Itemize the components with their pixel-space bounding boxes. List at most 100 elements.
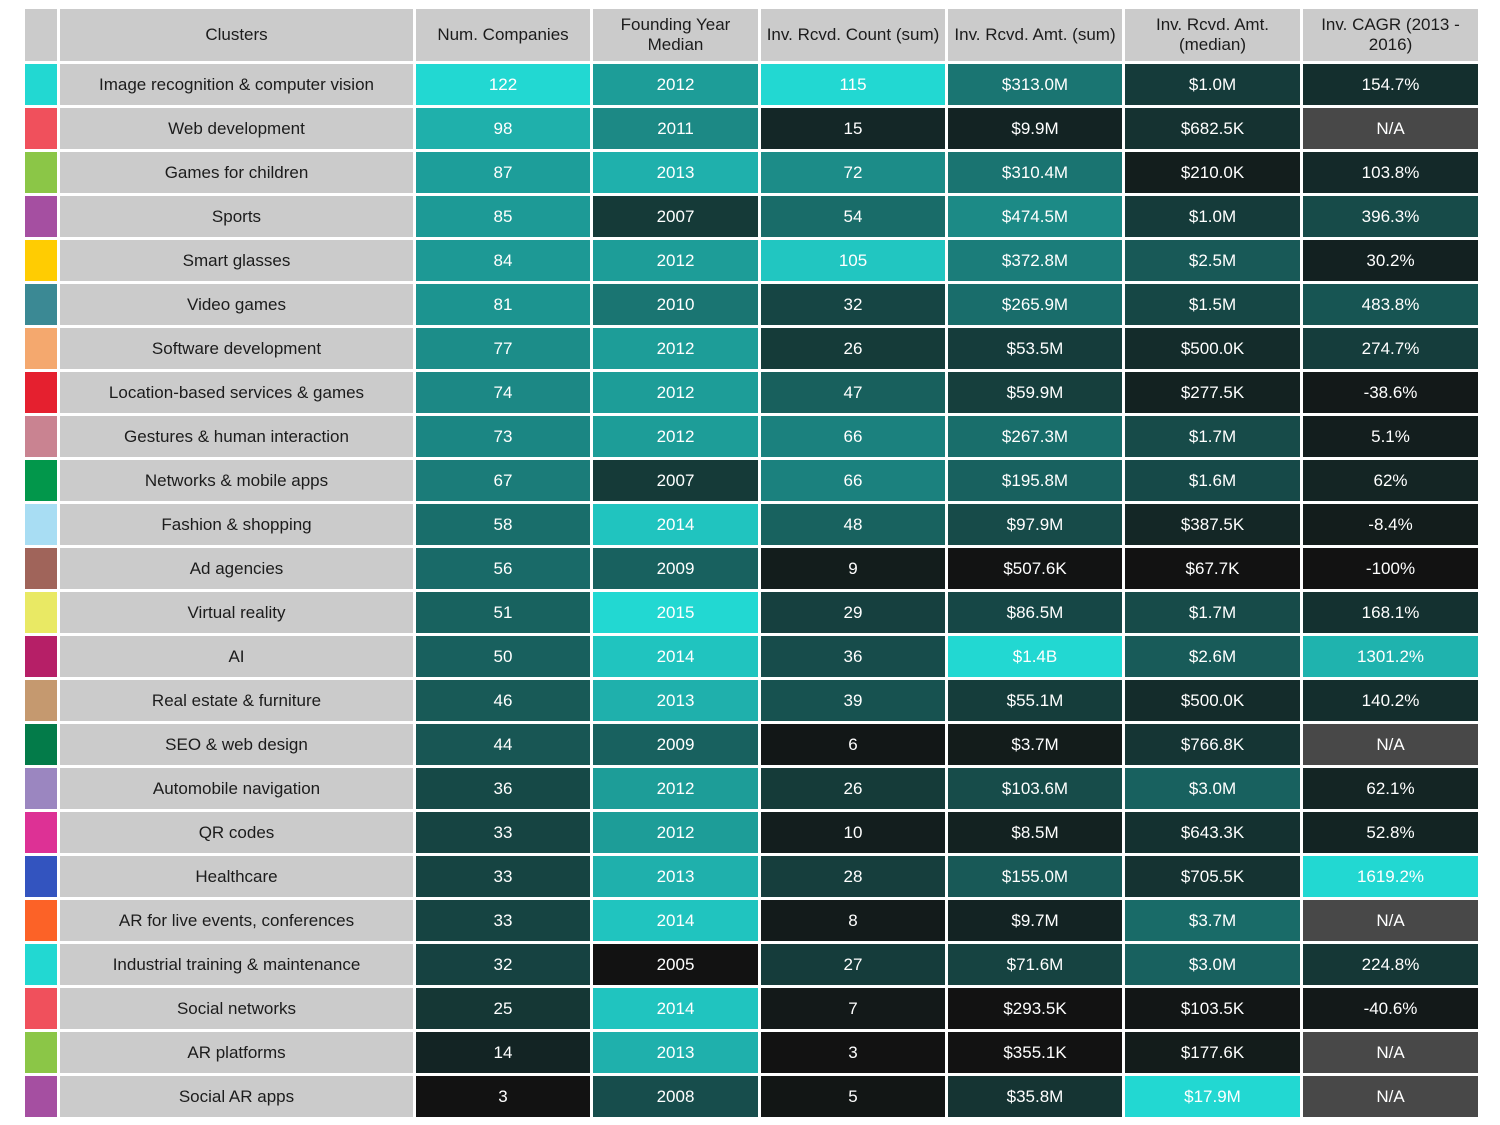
cluster-color-swatch [25, 64, 57, 105]
cell-founding-year-median: 2015 [593, 592, 758, 633]
cell-inv-count-sum: 47 [761, 372, 945, 413]
cell-inv-cagr: N/A [1303, 1076, 1478, 1117]
table-row: Fashion & shopping 58 2014 48 $97.9M $387.5K -… [25, 504, 1478, 545]
table-row: Web development 98 2011 15 $9.9M $682.5K N/A [25, 108, 1478, 149]
cell-inv-cagr: 30.2% [1303, 240, 1478, 281]
cell-inv-amt-sum: $71.6M [948, 944, 1122, 985]
cell-num-companies: 81 [416, 284, 590, 325]
table-row: Image recognition & computer vision 122 20… [25, 64, 1478, 105]
cluster-name-cell: AI [60, 636, 413, 677]
cell-inv-amt-median: $500.0K [1125, 328, 1300, 369]
cluster-color-swatch [25, 636, 57, 677]
cell-founding-year-median: 2010 [593, 284, 758, 325]
cell-num-companies: 33 [416, 900, 590, 941]
cell-inv-count-sum: 72 [761, 152, 945, 193]
cluster-name-cell: Social networks [60, 988, 413, 1029]
cell-inv-amt-median: $500.0K [1125, 680, 1300, 721]
table-row: Real estate & furniture 46 2013 39 $55.1M $50… [25, 680, 1478, 721]
heatmap-body: Image recognition & computer vision 122 20… [25, 64, 1478, 1117]
column-header-inv-count-sum: Inv. Rcvd. Count (sum) [761, 9, 945, 61]
cell-founding-year-median: 2009 [593, 548, 758, 589]
cell-inv-amt-sum: $1.4B [948, 636, 1122, 677]
cluster-name-cell: Image recognition & computer vision [60, 64, 413, 105]
cell-inv-cagr: 52.8% [1303, 812, 1478, 853]
cluster-color-swatch [25, 372, 57, 413]
cell-inv-amt-median: $1.0M [1125, 196, 1300, 237]
table-row: Sports 85 2007 54 $474.5M $1.0M 396.3% [25, 196, 1478, 237]
cell-num-companies: 32 [416, 944, 590, 985]
cell-num-companies: 56 [416, 548, 590, 589]
cell-founding-year-median: 2011 [593, 108, 758, 149]
cell-inv-amt-sum: $35.8M [948, 1076, 1122, 1117]
heatmap-table: Clusters Num. Companies Founding Year Me… [22, 6, 1481, 1120]
cell-inv-cagr: 62% [1303, 460, 1478, 501]
cluster-color-swatch [25, 680, 57, 721]
cell-inv-amt-median: $67.7K [1125, 548, 1300, 589]
cell-founding-year-median: 2012 [593, 372, 758, 413]
cluster-name-cell: Social AR apps [60, 1076, 413, 1117]
cluster-name-cell: Software development [60, 328, 413, 369]
cell-inv-amt-median: $3.0M [1125, 768, 1300, 809]
table-row: SEO & web design 44 2009 6 $3.7M $766.8K N/A [25, 724, 1478, 765]
cell-inv-amt-median: $643.3K [1125, 812, 1300, 853]
cell-inv-amt-sum: $195.8M [948, 460, 1122, 501]
cell-inv-cagr: -40.6% [1303, 988, 1478, 1029]
cell-inv-count-sum: 115 [761, 64, 945, 105]
cell-inv-amt-median: $3.0M [1125, 944, 1300, 985]
cell-founding-year-median: 2014 [593, 636, 758, 677]
cell-inv-cagr: 168.1% [1303, 592, 1478, 633]
cell-num-companies: 84 [416, 240, 590, 281]
cell-num-companies: 74 [416, 372, 590, 413]
column-header-inv-amt-median: Inv. Rcvd. Amt. (median) [1125, 9, 1300, 61]
table-row: Games for children 87 2013 72 $310.4M $210.0K… [25, 152, 1478, 193]
table-row: Gestures & human interaction 73 2012 66 $267… [25, 416, 1478, 457]
cell-inv-cagr: N/A [1303, 900, 1478, 941]
cell-num-companies: 67 [416, 460, 590, 501]
table-row: AR for live events, conferences 33 2014 8 $9… [25, 900, 1478, 941]
table-row: Video games 81 2010 32 $265.9M $1.5M 483.8% [25, 284, 1478, 325]
cluster-color-swatch [25, 108, 57, 149]
cell-inv-amt-sum: $86.5M [948, 592, 1122, 633]
table-row: Social networks 25 2014 7 $293.5K $103.5K -40.… [25, 988, 1478, 1029]
column-header-inv-cagr: Inv. CAGR (2013 - 2016) [1303, 9, 1478, 61]
cell-inv-amt-median: $705.5K [1125, 856, 1300, 897]
cell-inv-amt-sum: $155.0M [948, 856, 1122, 897]
cell-founding-year-median: 2014 [593, 504, 758, 545]
cell-founding-year-median: 2013 [593, 1032, 758, 1073]
cell-founding-year-median: 2012 [593, 812, 758, 853]
cluster-color-swatch [25, 284, 57, 325]
cell-inv-amt-median: $17.9M [1125, 1076, 1300, 1117]
cell-num-companies: 73 [416, 416, 590, 457]
cell-inv-amt-median: $387.5K [1125, 504, 1300, 545]
cluster-color-swatch [25, 1076, 57, 1117]
cell-inv-cagr: N/A [1303, 1032, 1478, 1073]
column-header-inv-amt-sum: Inv. Rcvd. Amt. (sum) [948, 9, 1122, 61]
cell-inv-count-sum: 36 [761, 636, 945, 677]
cluster-color-swatch [25, 724, 57, 765]
cluster-name-cell: Web development [60, 108, 413, 149]
table-row: Software development 77 2012 26 $53.5M $500.0… [25, 328, 1478, 369]
cell-founding-year-median: 2009 [593, 724, 758, 765]
cluster-color-swatch [25, 944, 57, 985]
cell-inv-amt-sum: $59.9M [948, 372, 1122, 413]
cluster-color-swatch [25, 548, 57, 589]
cell-inv-amt-median: $1.7M [1125, 592, 1300, 633]
cell-inv-amt-median: $1.6M [1125, 460, 1300, 501]
table-row: Smart glasses 84 2012 105 $372.8M $2.5M 30.2% [25, 240, 1478, 281]
cluster-color-swatch [25, 504, 57, 545]
cluster-name-cell: Fashion & shopping [60, 504, 413, 545]
cell-founding-year-median: 2014 [593, 988, 758, 1029]
cell-founding-year-median: 2007 [593, 460, 758, 501]
cell-num-companies: 3 [416, 1076, 590, 1117]
cell-inv-amt-sum: $8.5M [948, 812, 1122, 853]
corner-cell [25, 9, 57, 61]
cell-inv-amt-sum: $265.9M [948, 284, 1122, 325]
cell-founding-year-median: 2013 [593, 680, 758, 721]
cell-num-companies: 87 [416, 152, 590, 193]
cell-num-companies: 51 [416, 592, 590, 633]
cell-inv-count-sum: 29 [761, 592, 945, 633]
cluster-color-swatch [25, 988, 57, 1029]
table-row: Virtual reality 51 2015 29 $86.5M $1.7M 168.1% [25, 592, 1478, 633]
cell-inv-cagr: -38.6% [1303, 372, 1478, 413]
cell-founding-year-median: 2008 [593, 1076, 758, 1117]
